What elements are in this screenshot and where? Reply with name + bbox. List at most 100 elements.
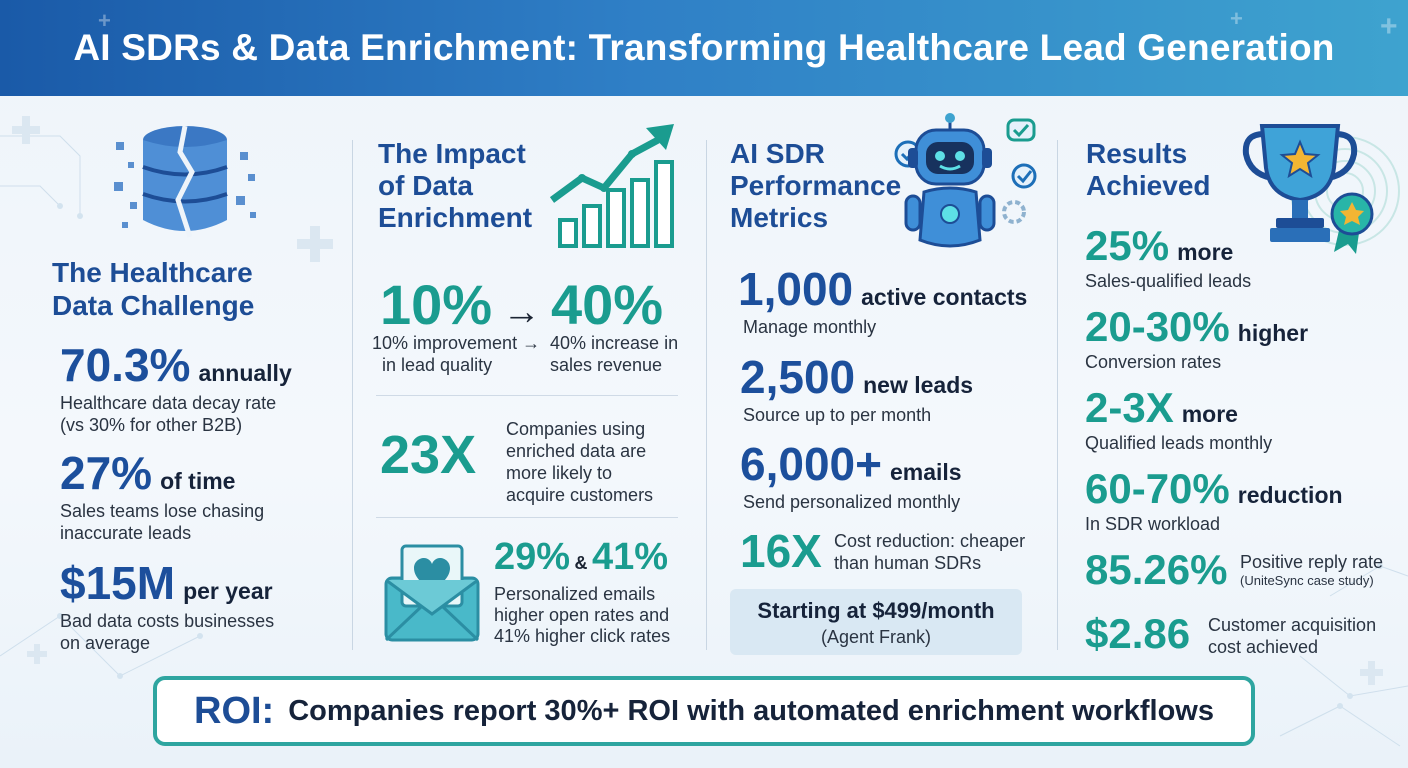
- section-title: The Impact of Data Enrichment: [378, 138, 532, 234]
- stat-value: 6,000+: [740, 438, 882, 490]
- section-title-line: The Healthcare: [52, 257, 253, 288]
- description-line: Customer acquisition: [1208, 615, 1377, 635]
- pricing-callout: Starting at $499/month (Agent Frank): [730, 589, 1022, 655]
- stat-value: 29%: [494, 536, 571, 578]
- stat-value: 23X: [380, 424, 476, 486]
- stat-value: 2,500: [740, 351, 856, 403]
- stat-suffix: annually: [198, 360, 292, 386]
- description-line: Cost reduction: cheaper: [834, 531, 1026, 551]
- stat-description: Send personalized monthly: [743, 492, 961, 512]
- description-line: 40% increase in: [550, 333, 679, 353]
- stat-value: 1,000: [738, 263, 854, 315]
- roi-banner: ROI: Companies report 30%+ ROI with auto…: [153, 676, 1255, 746]
- cac-value: $2.86: [1085, 610, 1191, 657]
- enrichment-headline: 10% → 40%: [380, 272, 663, 337]
- stat-description: Sales teams lose chasing: [60, 501, 265, 521]
- section-title: AI SDR Performance Metrics: [730, 138, 901, 234]
- header-banner: + + + AI SDRs & Data Enrichment: Transfo…: [0, 0, 1408, 96]
- stat-suffix: higher: [1237, 320, 1309, 346]
- robot-icon: [894, 113, 1037, 248]
- stat-description: Conversion rates: [1085, 352, 1222, 372]
- section-title-line: Enrichment: [378, 202, 533, 233]
- stat-description: on average: [60, 633, 151, 653]
- description-line: acquire customers: [506, 485, 654, 505]
- stat-description: Customer acquisition cost achieved: [1208, 614, 1376, 658]
- description-line: 41% higher click rates: [494, 626, 671, 646]
- stat-description: Manage monthly: [743, 317, 877, 337]
- pricing-note: (Agent Frank): [820, 627, 932, 647]
- multiplier-value: 23X: [380, 425, 477, 485]
- stat-suffix: per year: [183, 578, 273, 604]
- description-line: 10% improvement →: [372, 333, 541, 353]
- stat-suffix: of time: [160, 468, 236, 494]
- description-line: Companies using: [506, 419, 646, 439]
- roi-label: ROI:: [194, 689, 275, 732]
- description-line: Positive reply rate: [1240, 552, 1384, 572]
- arrow-icon: →: [502, 291, 541, 333]
- stat-value: 20-30%: [1085, 303, 1230, 350]
- section-title: The Healthcare Data Challenge: [52, 256, 254, 322]
- stat-suffix: emails: [889, 459, 962, 485]
- stat-suffix: more: [1181, 401, 1238, 427]
- result-stat: 25% more Sales-qualified leads: [1085, 222, 1251, 292]
- section-divider: [376, 517, 678, 518]
- pricing-text: Starting at $499/month: [757, 598, 995, 623]
- trophy-icon: [1242, 124, 1374, 254]
- metric-stat: 6,000+ emails Send personalized monthly: [740, 437, 962, 513]
- description-line: enriched data are: [506, 441, 647, 461]
- stat-description: Cost reduction: cheaper than human SDRs: [834, 530, 1025, 574]
- challenge-section: The Healthcare Data Challenge: [52, 256, 254, 322]
- stat-description: Sales-qualified leads: [1085, 271, 1252, 291]
- column-divider: [352, 140, 353, 650]
- cost-multiplier: 16X: [740, 525, 822, 577]
- stat-value: 2-3X: [1085, 384, 1174, 431]
- stat-description: Qualified leads monthly: [1085, 433, 1273, 453]
- roi-text: Companies report 30%+ ROI with automated…: [288, 694, 1214, 727]
- stat-description: Source up to per month: [743, 405, 932, 425]
- description-line: higher open rates and: [494, 605, 670, 625]
- stat-value: 40%: [551, 273, 664, 336]
- stat-suffix: active contacts: [861, 284, 1028, 310]
- stat-value: 27%: [60, 447, 153, 499]
- stat-description: (vs 30% for other B2B): [60, 415, 243, 435]
- metric-stat: 1,000 active contacts Manage monthly: [738, 262, 1027, 338]
- stat-description: Personalized emails higher open rates an…: [494, 584, 670, 647]
- stat-suffix: new leads: [863, 372, 974, 398]
- stat-description: 10% improvement → in lead quality: [372, 332, 540, 376]
- result-stat: 2-3X more Qualified leads monthly: [1085, 384, 1272, 454]
- stat-value: 85.26%: [1085, 546, 1227, 594]
- challenge-stat: 27% of time Sales teams lose chasing inac…: [60, 446, 264, 544]
- stat-description: Healthcare data decay rate: [60, 393, 277, 413]
- broken-database-icon: [114, 125, 256, 238]
- description-line: than human SDRs: [834, 553, 982, 573]
- stat-suffix: more: [1177, 239, 1234, 265]
- section-title: Results Achieved: [1086, 138, 1211, 202]
- stat-value: 16X: [740, 524, 822, 578]
- description-line: cost achieved: [1208, 637, 1319, 657]
- stat-value: $15M: [60, 557, 176, 609]
- stat-value: 70.3%: [60, 339, 191, 391]
- description-line: Personalized emails: [494, 584, 656, 604]
- stat-description: inaccurate leads: [60, 523, 192, 543]
- section-title-line: The Impact: [378, 138, 526, 169]
- stat-separator: &: [574, 553, 588, 573]
- stat-description: Companies using enriched data are more l…: [506, 418, 653, 506]
- description-line: more likely to: [506, 463, 613, 483]
- description-line: (UniteSync case study): [1240, 573, 1374, 588]
- stat-value: 41%: [591, 536, 669, 578]
- section-title-line: Metrics: [730, 202, 829, 233]
- stat-value: 25%: [1085, 222, 1170, 269]
- stat-description: In SDR workload: [1085, 514, 1221, 534]
- section-title-line: Data Challenge: [52, 290, 255, 321]
- section-title-line: AI SDR: [730, 138, 825, 169]
- stat-suffix: reduction: [1237, 482, 1343, 508]
- stat-description: Positive reply rate (UniteSync case stud…: [1240, 552, 1383, 590]
- medical-cross-icon: +: [98, 8, 111, 33]
- medical-cross-icon: +: [1380, 10, 1398, 43]
- section-title-line: Achieved: [1086, 170, 1211, 201]
- description-line: sales revenue: [550, 355, 663, 375]
- reply-rate-value: 85.26%: [1085, 546, 1228, 593]
- result-stat: 20-30% higher Conversion rates: [1085, 303, 1308, 373]
- medical-cross-icon: +: [1230, 6, 1243, 31]
- metric-stat: 2,500 new leads Source up to per month: [740, 350, 973, 426]
